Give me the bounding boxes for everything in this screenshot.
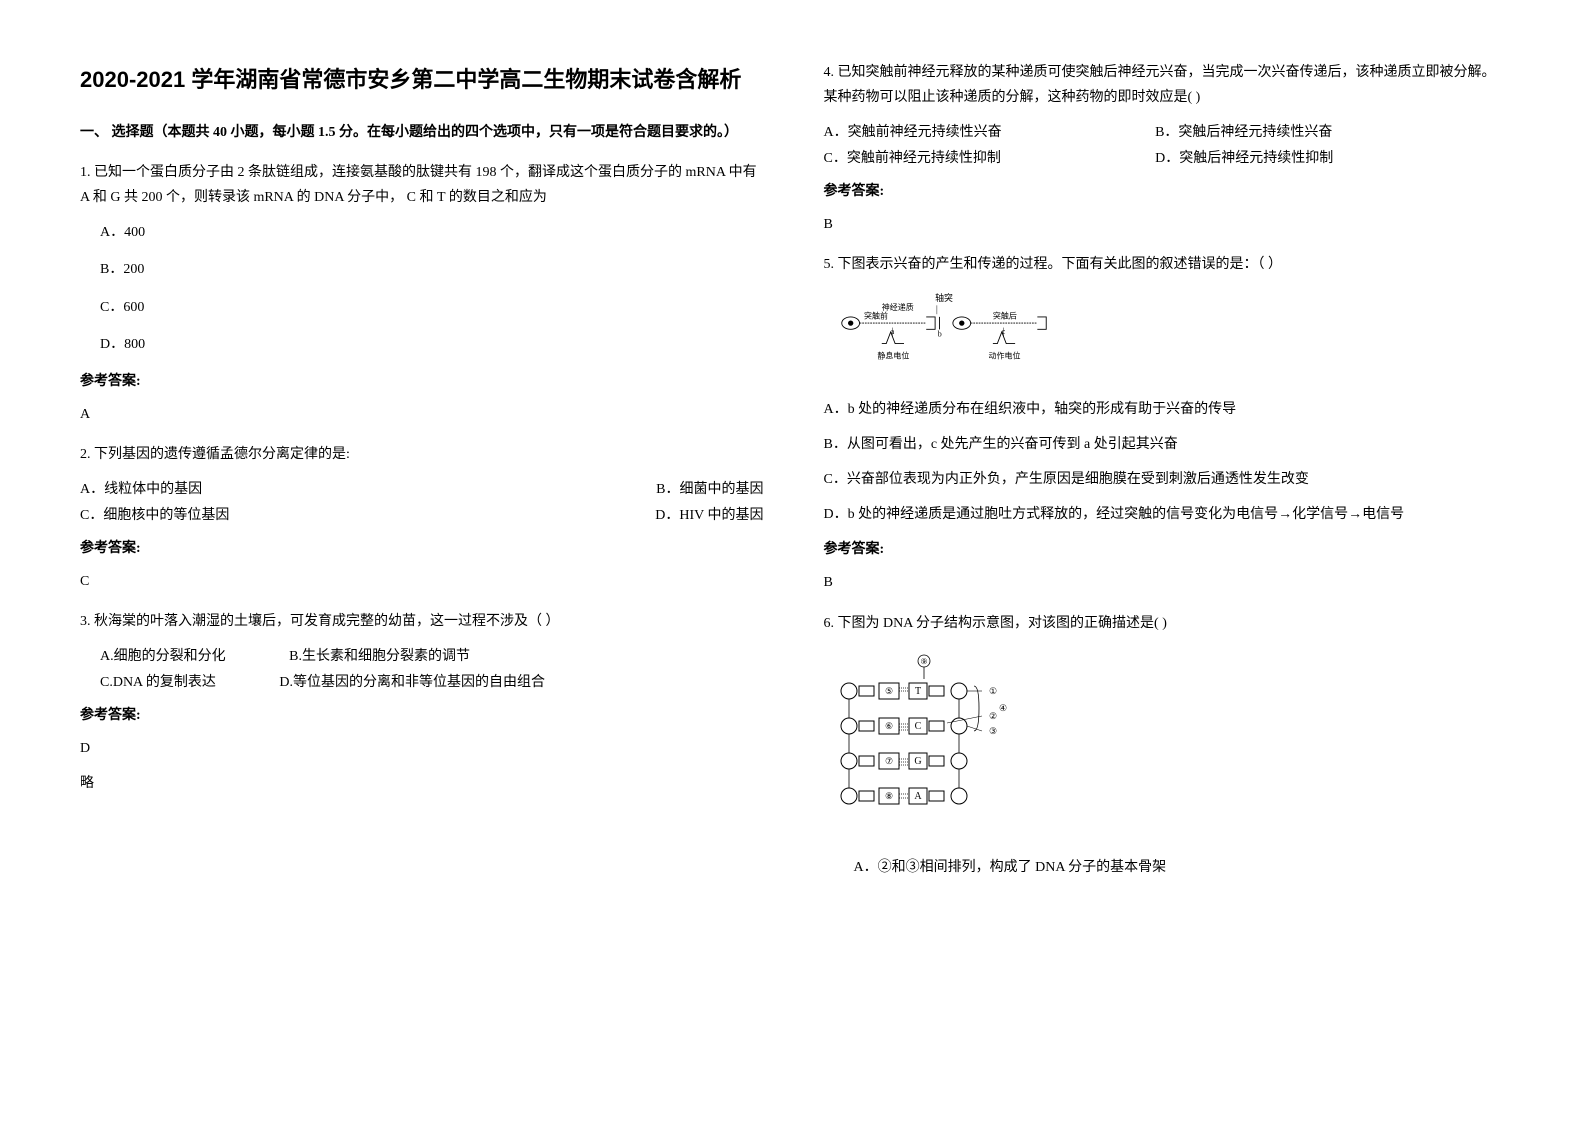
option-d: D.等位基因的分离和非等位基因的自由组合 [279, 670, 545, 695]
label-left-top: 神经递质 [881, 302, 913, 312]
option-row: C.DNA 的复制表达 D.等位基因的分离和非等位基因的自由组合 [80, 670, 764, 695]
answer-label: 参考答案: [80, 536, 764, 561]
right-column: 4. 已知突触前神经元释放的某种递质可使突触后神经元兴奋，当完成一次兴奋传递后，… [824, 60, 1508, 895]
option-d: D．800 [80, 332, 764, 357]
dna-svg: ⑨ ⑤ T ① [824, 651, 1024, 831]
option-row: C．细胞核中的等位基因 D．HIV 中的基因 [80, 503, 764, 528]
question-text: 2. 下列基因的遗传遵循孟德尔分离定律的是: [80, 442, 764, 467]
option-b: B．细菌中的基因 [656, 477, 763, 502]
svg-text:②: ② [989, 711, 997, 721]
label-left: 突触前 [864, 311, 888, 321]
question-2: 2. 下列基因的遗传遵循孟德尔分离定律的是: A．线粒体中的基因 B．细菌中的基… [80, 442, 764, 594]
option-c: C．细胞核中的等位基因 [80, 508, 229, 523]
question-text: 4. 已知突触前神经元释放的某种递质可使突触后神经元兴奋，当完成一次兴奋传递后，… [824, 60, 1508, 110]
svg-text:⑧: ⑧ [884, 791, 892, 801]
answer-value: C [80, 569, 764, 594]
option-d: D．b 处的神经递质是通过胞吐方式释放的，经过突触的信号变化为电信号→化学信号→… [824, 502, 1508, 527]
label-bottom-left: 静息电位 [877, 351, 909, 361]
label-bottom-right: 动作电位 [988, 351, 1020, 361]
option-a: A．线粒体中的基因 [80, 482, 202, 497]
label-right: 突触后 [992, 311, 1016, 321]
answer-value: B [824, 570, 1508, 595]
svg-text:①: ① [989, 686, 997, 696]
answer-label: 参考答案: [80, 369, 764, 394]
option-c: C.DNA 的复制表达 [100, 670, 216, 695]
option-a: A．突触前神经元持续性兴奋 [824, 120, 1152, 145]
svg-text:T: T [914, 686, 920, 697]
option-b: B．从图可看出，c 处先产生的兴奋可传到 a 处引起其兴奋 [824, 432, 1508, 457]
answer-value: A [80, 402, 764, 427]
question-6: 6. 下图为 DNA 分子结构示意图，对该图的正确描述是( ) ⑨ ⑤ [824, 611, 1508, 881]
answer-note: 略 [80, 771, 764, 796]
left-column: 2020-2021 学年湖南省常德市安乡第二中学高二生物期末试卷含解析 一、 选… [80, 60, 764, 895]
question-4: 4. 已知突触前神经元释放的某种递质可使突触后神经元兴奋，当完成一次兴奋传递后，… [824, 60, 1508, 237]
label-top: 轴突 [935, 292, 953, 303]
option-a: A.细胞的分裂和分化 [100, 644, 226, 669]
option-b: B.生长素和细胞分裂素的调节 [289, 644, 470, 669]
option-a: A．400 [80, 220, 764, 245]
option-b: B．200 [80, 257, 764, 282]
question-text: 6. 下图为 DNA 分子结构示意图，对该图的正确描述是( ) [824, 611, 1508, 636]
answer-value: D [80, 736, 764, 761]
option-d: D．突触后神经元持续性抑制 [1155, 146, 1483, 171]
neuron-diagram: 轴突 神经递质 突触前 突触后 [824, 292, 1508, 381]
option-b: B．突触后神经元持续性兴奋 [1155, 120, 1483, 145]
exam-title: 2020-2021 学年湖南省常德市安乡第二中学高二生物期末试卷含解析 [80, 60, 764, 100]
section-header: 一、 选择题（本题共 40 小题，每小题 1.5 分。在每小题给出的四个选项中，… [80, 120, 764, 145]
dna-diagram: ⑨ ⑤ T ① [824, 651, 1508, 840]
marker-b: b [937, 330, 941, 339]
question-text: 1. 已知一个蛋白质分子由 2 条肽链组成，连接氨基酸的肽键共有 198 个，翻… [80, 160, 764, 210]
option-row: A．突触前神经元持续性兴奋 B．突触后神经元持续性兴奋 [824, 120, 1508, 145]
svg-text:G: G [914, 756, 921, 767]
answer-label: 参考答案: [824, 179, 1508, 204]
option-c: C．600 [80, 295, 764, 320]
svg-text:④: ④ [999, 703, 1007, 713]
answer-label: 参考答案: [80, 703, 764, 728]
svg-text:⑦: ⑦ [884, 756, 892, 766]
svg-text:⑥: ⑥ [884, 721, 892, 731]
option-row: A．线粒体中的基因 B．细菌中的基因 [80, 477, 764, 502]
question-1: 1. 已知一个蛋白质分子由 2 条肽链组成，连接氨基酸的肽键共有 198 个，翻… [80, 160, 764, 428]
option-a: A．b 处的神经递质分布在组织液中，轴突的形成有助于兴奋的传导 [824, 397, 1508, 422]
svg-text:C: C [914, 721, 921, 732]
question-3: 3. 秋海棠的叶落入潮湿的土壤后，可发育成完整的幼苗，这一过程不涉及（ ） A.… [80, 609, 764, 796]
option-a: A．②和③相间排列，构成了 DNA 分子的基本骨架 [824, 855, 1508, 880]
svg-text:⑨: ⑨ [920, 657, 927, 666]
option-row: A.细胞的分裂和分化 B.生长素和细胞分裂素的调节 [80, 644, 764, 669]
answer-label: 参考答案: [824, 537, 1508, 562]
question-5: 5. 下图表示兴奋的产生和传递的过程。下面有关此图的叙述错误的是：（ ） 轴突 … [824, 252, 1508, 596]
question-text: 5. 下图表示兴奋的产生和传递的过程。下面有关此图的叙述错误的是：（ ） [824, 252, 1508, 277]
svg-text:③: ③ [989, 726, 997, 736]
answer-value: B [824, 212, 1508, 237]
option-d: D．HIV 中的基因 [655, 503, 763, 528]
option-c: C．兴奋部位表现为内正外负，产生原因是细胞膜在受到刺激后通透性发生改变 [824, 467, 1508, 492]
svg-text:A: A [914, 791, 922, 802]
svg-text:⑤: ⑤ [884, 686, 892, 696]
option-row: C．突触前神经元持续性抑制 D．突触后神经元持续性抑制 [824, 146, 1508, 171]
question-text: 3. 秋海棠的叶落入潮湿的土壤后，可发育成完整的幼苗，这一过程不涉及（ ） [80, 609, 764, 634]
neuron-svg: 轴突 神经递质 突触前 突触后 [824, 292, 1064, 372]
option-c: C．突触前神经元持续性抑制 [824, 146, 1152, 171]
